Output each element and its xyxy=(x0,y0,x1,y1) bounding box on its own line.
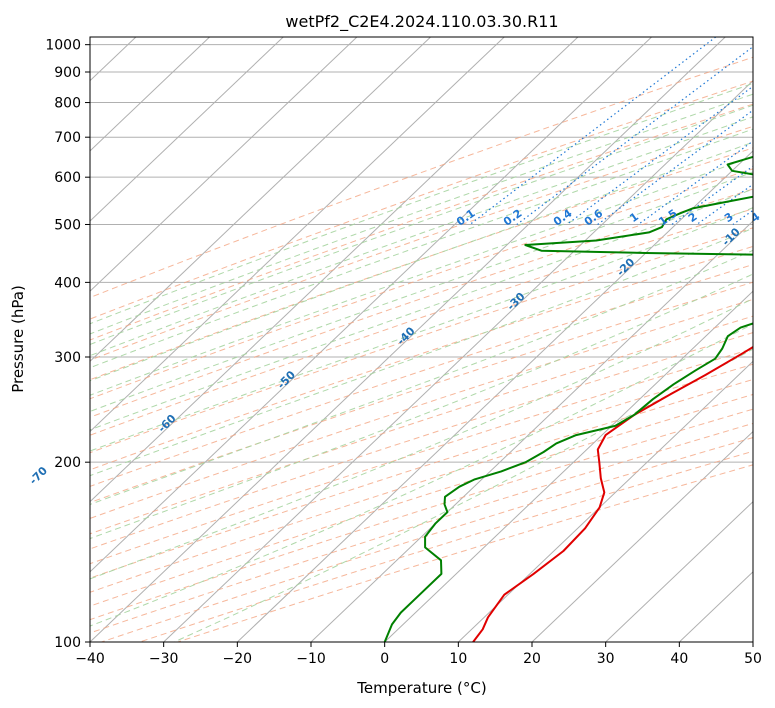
mixing-ratio-label: 2 xyxy=(686,210,700,225)
dry-adiabat xyxy=(90,315,753,535)
mixing-ratio-label: 0.4 xyxy=(551,207,575,229)
plot-area xyxy=(90,37,775,642)
isotherm-line xyxy=(90,37,652,573)
dry-adiabat xyxy=(90,168,753,400)
isotherm-line xyxy=(236,150,753,642)
isotherm-line xyxy=(90,37,431,363)
moist-adiabat xyxy=(90,323,753,627)
mixing-ratio-line xyxy=(566,85,753,225)
isotherm-label: -60 xyxy=(155,412,178,435)
dry-adiabat xyxy=(90,348,753,565)
dry-adiabat xyxy=(90,245,753,471)
dewpoint-profile xyxy=(383,155,753,642)
dry-adiabat xyxy=(90,264,753,487)
chart-title: wetPf2_C2E4.2024.110.03.30.R11 xyxy=(285,12,558,32)
mixing-ratio-label: 1.5 xyxy=(656,207,679,229)
dry-adiabat xyxy=(90,393,753,607)
moist-adiabat xyxy=(90,207,753,452)
x-axis-title: Temperature (°C) xyxy=(356,679,486,697)
isotherm-line xyxy=(310,220,753,642)
isotherm-line xyxy=(90,37,210,152)
isotherm-line xyxy=(90,37,505,433)
dry-adiabat xyxy=(90,332,753,550)
x-tick-label: −20 xyxy=(223,651,253,667)
dry-adiabat xyxy=(90,56,753,299)
isotherm-label: -30 xyxy=(504,290,527,313)
dry-adiabat xyxy=(90,208,753,436)
y-tick-label: 1000 xyxy=(45,38,81,54)
mixing-ratio-line xyxy=(696,183,753,225)
isotherm-label: -70 xyxy=(27,464,50,487)
isotherm-line xyxy=(605,500,753,642)
y-tick-label: 300 xyxy=(54,350,81,366)
dry-adiabat xyxy=(90,378,753,593)
moist-adiabat xyxy=(90,227,753,477)
y-tick-label: 900 xyxy=(54,65,81,81)
isotherm-line xyxy=(90,37,726,642)
mixing-ratio-label: 1 xyxy=(627,210,641,225)
y-tick-label: 200 xyxy=(54,455,81,471)
x-tick-label: 40 xyxy=(670,651,688,667)
x-tick-label: −10 xyxy=(296,651,326,667)
mixing-ratio-label: 3 xyxy=(722,210,736,225)
x-tick-label: 50 xyxy=(744,651,762,667)
y-tick-label: 800 xyxy=(54,96,81,112)
y-axis-title: Pressure (hPa) xyxy=(9,285,27,393)
y-tick-label: 400 xyxy=(54,275,81,291)
isotherm-line xyxy=(163,80,753,642)
mixing-ratio-label: 0.1 xyxy=(454,207,477,229)
isotherm-label: -20 xyxy=(614,255,637,278)
x-tick-label: −40 xyxy=(75,651,105,667)
mixing-ratio-line xyxy=(597,109,753,225)
mixing-ratio-label: 0.2 xyxy=(501,207,524,229)
moist-adiabat xyxy=(173,348,753,642)
dry-adiabat xyxy=(90,125,753,361)
axis-ticks: −40 −30 −20 −10 0 10 20 30 40 50 100 200 300 400 500 60… xyxy=(45,38,762,667)
mixing-ratio-line xyxy=(469,37,717,225)
isotherm-label: -50 xyxy=(275,368,298,391)
isotherm-label: -40 xyxy=(394,324,417,347)
isotherm-label: -10 xyxy=(720,225,743,248)
dry-adiabat xyxy=(139,450,753,642)
moist-adiabat xyxy=(90,298,753,580)
mixing-ratio-line xyxy=(760,37,775,225)
moist-adiabat xyxy=(90,116,753,357)
dry-adiabat xyxy=(90,103,753,341)
dry-adiabat xyxy=(90,80,753,320)
isotherm-line xyxy=(90,37,358,292)
dry-adiabat xyxy=(101,437,753,642)
dry-adiabat xyxy=(177,464,753,642)
temperature-profile xyxy=(472,345,753,642)
y-tick-label: 100 xyxy=(54,635,81,651)
x-tick-label: 0 xyxy=(380,651,389,667)
x-tick-label: 20 xyxy=(523,651,541,667)
isotherm-line xyxy=(90,37,579,503)
x-tick-label: 10 xyxy=(449,651,467,667)
x-tick-label: 30 xyxy=(597,651,615,667)
y-tick-label: 600 xyxy=(54,170,81,186)
x-tick-label: −30 xyxy=(149,651,179,667)
dry-adiabat xyxy=(90,188,753,418)
isotherm-line xyxy=(457,360,753,642)
mixing-ratio-line xyxy=(637,140,753,225)
moist-adiabat xyxy=(90,171,753,412)
dry-adiabat xyxy=(90,363,753,579)
plot-frame xyxy=(89,36,754,643)
isotherm-line xyxy=(531,430,753,642)
y-tick-label: 700 xyxy=(54,130,81,146)
dry-adiabat xyxy=(90,227,753,454)
mixing-ratio-label: 0.6 xyxy=(582,207,606,229)
dry-adiabat xyxy=(90,281,753,504)
dry-adiabat xyxy=(90,147,753,381)
dry-adiabat xyxy=(90,298,753,519)
isotherm-line xyxy=(752,641,753,642)
y-tick-label: 500 xyxy=(54,217,81,233)
isotherm-line xyxy=(384,290,753,642)
isotherm-line xyxy=(90,37,284,222)
